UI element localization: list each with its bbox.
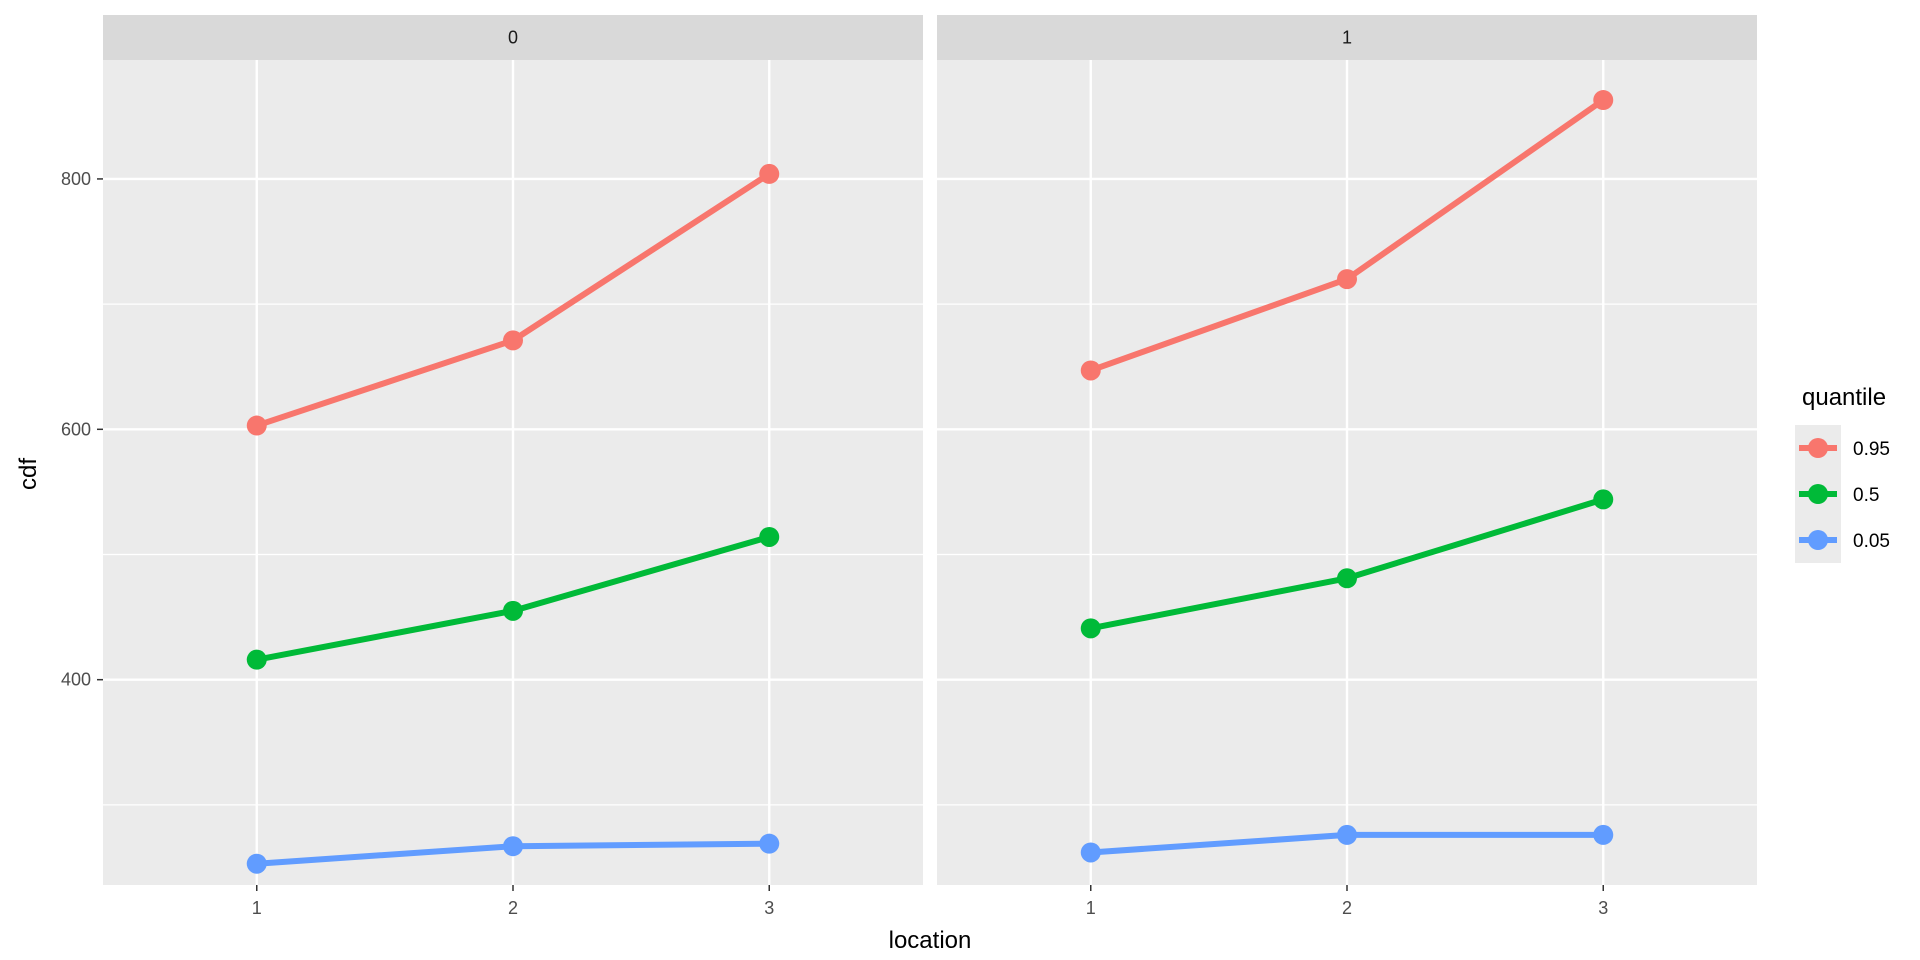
data-point — [1593, 489, 1614, 510]
series-0.95 — [1080, 90, 1614, 381]
data-point — [759, 833, 780, 854]
y-tick-label: 600 — [61, 419, 91, 439]
legend-entry: 0.95 — [1799, 438, 1890, 460]
legend-title: quantile — [1802, 384, 1886, 411]
series-0.05 — [1080, 824, 1614, 863]
data-point — [1080, 618, 1101, 639]
legend-label: 0.95 — [1853, 439, 1890, 460]
y-axis-title: cdf — [15, 458, 42, 490]
x-tick-label: 1 — [252, 898, 262, 918]
data-point — [246, 649, 267, 670]
data-point — [1337, 568, 1357, 589]
data-point — [759, 163, 780, 184]
legend-key-point — [1808, 484, 1828, 504]
legend-key-point — [1808, 530, 1828, 550]
x-tick-label: 3 — [1598, 898, 1608, 918]
legend-label: 0.5 — [1853, 485, 1879, 506]
data-point — [1080, 842, 1101, 863]
data-point — [1080, 360, 1101, 381]
facet-strip — [103, 15, 923, 60]
legend-key-point — [1808, 438, 1828, 458]
series-0.5 — [246, 526, 780, 670]
series-0.5 — [1080, 489, 1614, 639]
y-tick-label: 400 — [61, 670, 91, 690]
data-point — [1337, 824, 1357, 845]
x-tick-label: 2 — [1342, 898, 1352, 918]
series-0.95 — [246, 163, 780, 436]
data-point — [246, 853, 267, 874]
x-axis: 1 2 3 1 2 3 — [252, 885, 1608, 918]
x-tick-label: 2 — [508, 898, 518, 918]
data-point — [1593, 90, 1614, 111]
legend-entry: 0.05 — [1799, 530, 1890, 552]
x-tick-label: 1 — [1086, 898, 1096, 918]
legend-label: 0.05 — [1853, 531, 1890, 552]
facet-strip — [937, 15, 1757, 60]
x-tick-label: 3 — [764, 898, 774, 918]
legend: quantile 0.95 0.5 0.05 — [1795, 384, 1890, 563]
data-point — [503, 836, 523, 857]
data-point — [503, 330, 523, 351]
series-0.05 — [246, 833, 780, 874]
facet-panel-0: 0 — [103, 15, 923, 885]
facet-panel-1: 1 — [937, 15, 1757, 885]
y-axis: 400 600 800 — [61, 169, 103, 690]
y-tick-label: 800 — [61, 169, 91, 189]
data-point — [503, 600, 523, 621]
legend-entry: 0.5 — [1799, 484, 1879, 506]
facet-strip-label: 0 — [508, 28, 518, 48]
x-axis-title: location — [889, 927, 972, 954]
data-point — [759, 526, 780, 547]
data-point — [246, 415, 267, 436]
data-point — [1337, 269, 1357, 290]
data-point — [1593, 824, 1614, 845]
facet-strip-label: 1 — [1342, 28, 1352, 48]
